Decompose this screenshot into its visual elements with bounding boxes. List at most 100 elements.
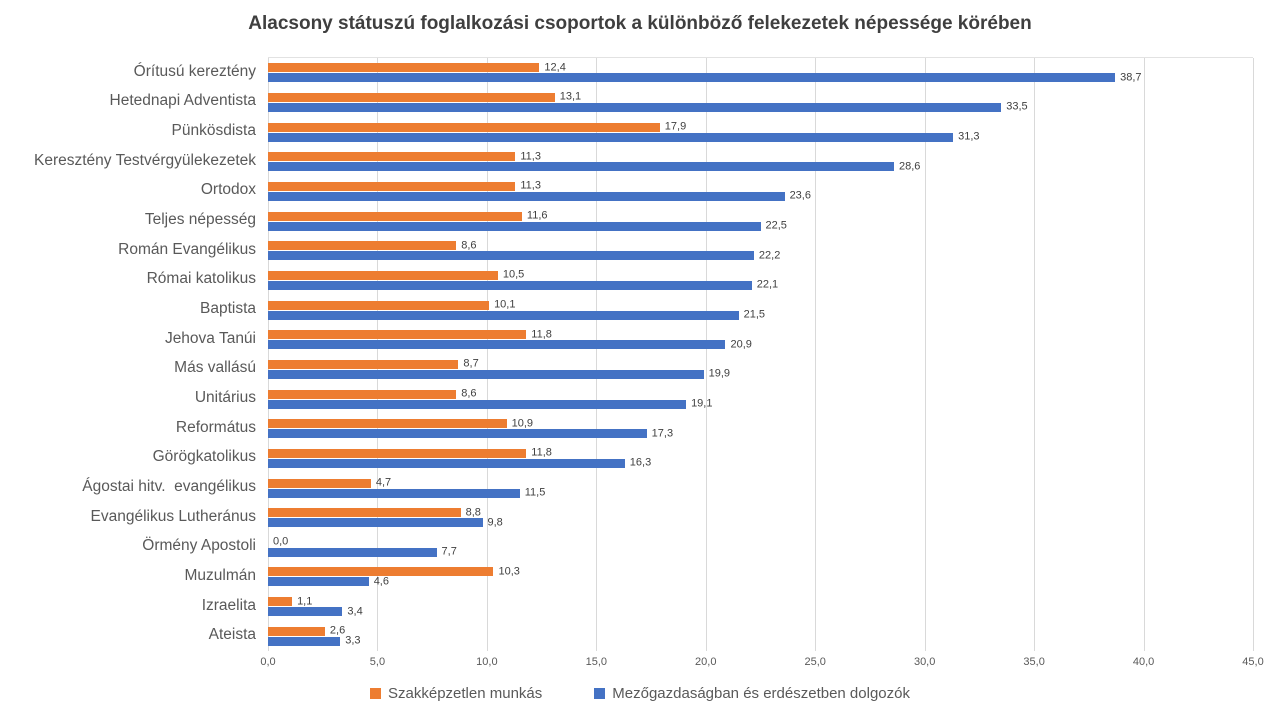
bar-row: 8,6 19,1 — [268, 384, 1253, 414]
bar-row: 11,8 20,9 — [268, 325, 1253, 355]
value-label: 11,8 — [531, 328, 552, 341]
bar-agriculture-forestry — [268, 73, 1116, 83]
bar-row: 8,8 9,8 — [268, 503, 1253, 533]
bar-unskilled-worker — [268, 330, 527, 340]
bar-track-unskilled-worker: 13,1 — [268, 91, 581, 102]
legend-swatch-orange-icon — [370, 688, 382, 699]
bar-unskilled-worker — [268, 419, 507, 429]
legend-item-unskilled-worker: Szakképzetlen munkás — [370, 685, 542, 702]
value-label: 11,3 — [520, 150, 541, 163]
bar-track-agriculture-forestry: 9,8 — [268, 517, 503, 528]
gridline — [705, 58, 707, 651]
bar-track-agriculture-forestry: 19,1 — [268, 398, 712, 409]
bar-row: 8,6 22,2 — [268, 236, 1253, 266]
value-label: 31,3 — [958, 130, 980, 143]
bar-track-agriculture-forestry: 38,7 — [268, 72, 1142, 83]
bar-track-agriculture-forestry: 33,5 — [268, 101, 1028, 112]
bar-unskilled-worker — [268, 478, 371, 488]
bar-track-unskilled-worker: 10,3 — [268, 566, 520, 577]
bar-agriculture-forestry — [268, 577, 369, 587]
value-label: 38,7 — [1120, 71, 1142, 84]
bar-track-agriculture-forestry: 7,7 — [268, 546, 457, 557]
value-label: 8,6 — [461, 239, 477, 252]
value-label: 20,9 — [730, 338, 752, 351]
bar-agriculture-forestry — [268, 191, 785, 201]
bar-unskilled-worker — [268, 270, 498, 280]
bar-unskilled-worker — [268, 597, 293, 607]
value-label: 10,1 — [494, 298, 516, 311]
gridline — [377, 58, 379, 651]
value-label: 9,8 — [487, 516, 503, 529]
value-label: 11,8 — [531, 446, 552, 459]
x-tick-label: 30,0 — [913, 656, 936, 668]
bar-track-unskilled-worker: 12,4 — [268, 62, 566, 73]
value-label: 22,1 — [756, 278, 779, 291]
x-tick-label: 40,0 — [1132, 656, 1155, 668]
bar-agriculture-forestry — [268, 458, 625, 468]
gridline — [815, 58, 817, 651]
gridline — [1253, 58, 1254, 651]
value-label: 4,7 — [375, 476, 392, 489]
bar-row: 11,6 22,5 — [268, 206, 1253, 236]
gridline — [596, 58, 598, 651]
bar-track-unskilled-worker: 8,7 — [268, 358, 479, 369]
category-label: Jehova Tanúi — [164, 329, 256, 347]
bar-unskilled-worker — [268, 241, 457, 251]
category-label: Református — [175, 418, 256, 436]
bar-track-agriculture-forestry: 21,5 — [268, 309, 765, 320]
value-label: 8,6 — [461, 387, 477, 400]
value-label: 1,1 — [297, 595, 313, 608]
bar-track-unskilled-worker: 17,9 — [268, 121, 686, 132]
bar-unskilled-worker — [268, 508, 461, 518]
category-label: Más vallású — [174, 359, 256, 377]
bar-agriculture-forestry — [268, 399, 687, 409]
bar-row: 10,3 4,6 — [268, 562, 1253, 592]
value-label: 22,5 — [765, 219, 787, 232]
bar-track-unskilled-worker: 2,6 — [268, 625, 345, 636]
category-label: Ortodox — [200, 181, 256, 199]
value-label: 17,3 — [651, 427, 674, 440]
value-label: 19,9 — [708, 367, 730, 380]
value-label: 0,0 — [273, 535, 289, 548]
bar-agriculture-forestry — [268, 488, 520, 498]
value-label: 7,7 — [441, 545, 457, 558]
bar-row: 10,9 17,3 — [268, 414, 1253, 444]
value-label: 21,5 — [743, 308, 766, 321]
bar-agriculture-forestry — [268, 518, 483, 528]
x-tick-label: 20,0 — [695, 656, 717, 668]
value-label: 11,5 — [524, 486, 546, 499]
value-label: 2,6 — [329, 624, 346, 637]
x-tick-label: 10,0 — [476, 656, 498, 668]
value-label: 10,9 — [511, 417, 533, 430]
value-label: 12,4 — [544, 61, 566, 74]
bar-unskilled-worker — [268, 92, 555, 102]
bar-track-agriculture-forestry: 22,1 — [268, 279, 778, 290]
category-label: Evangélikus Lutheránus — [90, 507, 256, 525]
value-label: 13,1 — [559, 90, 582, 103]
bar-track-agriculture-forestry: 3,4 — [268, 606, 363, 617]
gridline — [1143, 58, 1145, 651]
bar-track-agriculture-forestry: 4,6 — [268, 576, 389, 587]
bar-row: 8,7 19,9 — [268, 355, 1253, 385]
value-label: 19,1 — [691, 397, 713, 410]
value-label: 28,6 — [899, 160, 921, 173]
bar-unskilled-worker — [268, 567, 494, 577]
value-label: 33,5 — [1006, 100, 1028, 113]
x-tick-label: 45,0 — [1242, 656, 1264, 668]
bar-unskilled-worker — [268, 152, 516, 162]
bar-track-agriculture-forestry: 3,3 — [268, 635, 361, 646]
plot-area: 12,4 38,7 13,1 33,5 17,9 31,3 11,3 28,6 11,3 23,6… — [268, 57, 1254, 651]
bar-unskilled-worker — [268, 181, 516, 191]
legend-label-unskilled-worker: Szakképzetlen munkás — [388, 685, 543, 702]
category-label: Ateista — [208, 626, 256, 644]
bar-track-agriculture-forestry: 11,5 — [268, 487, 545, 498]
gridline — [486, 58, 488, 651]
bar-track-unskilled-worker: 4,7 — [268, 477, 391, 488]
bar-row: 4,7 11,5 — [268, 473, 1253, 503]
value-label: 11,6 — [526, 209, 548, 222]
legend: Szakképzetlen munkás Mezőgazdaságban és … — [0, 685, 1280, 702]
bar-agriculture-forestry — [268, 369, 704, 379]
bar-row: 1,1 3,4 — [268, 592, 1253, 622]
value-label: 3,3 — [345, 634, 361, 647]
bar-track-unskilled-worker: 8,6 — [268, 240, 477, 251]
